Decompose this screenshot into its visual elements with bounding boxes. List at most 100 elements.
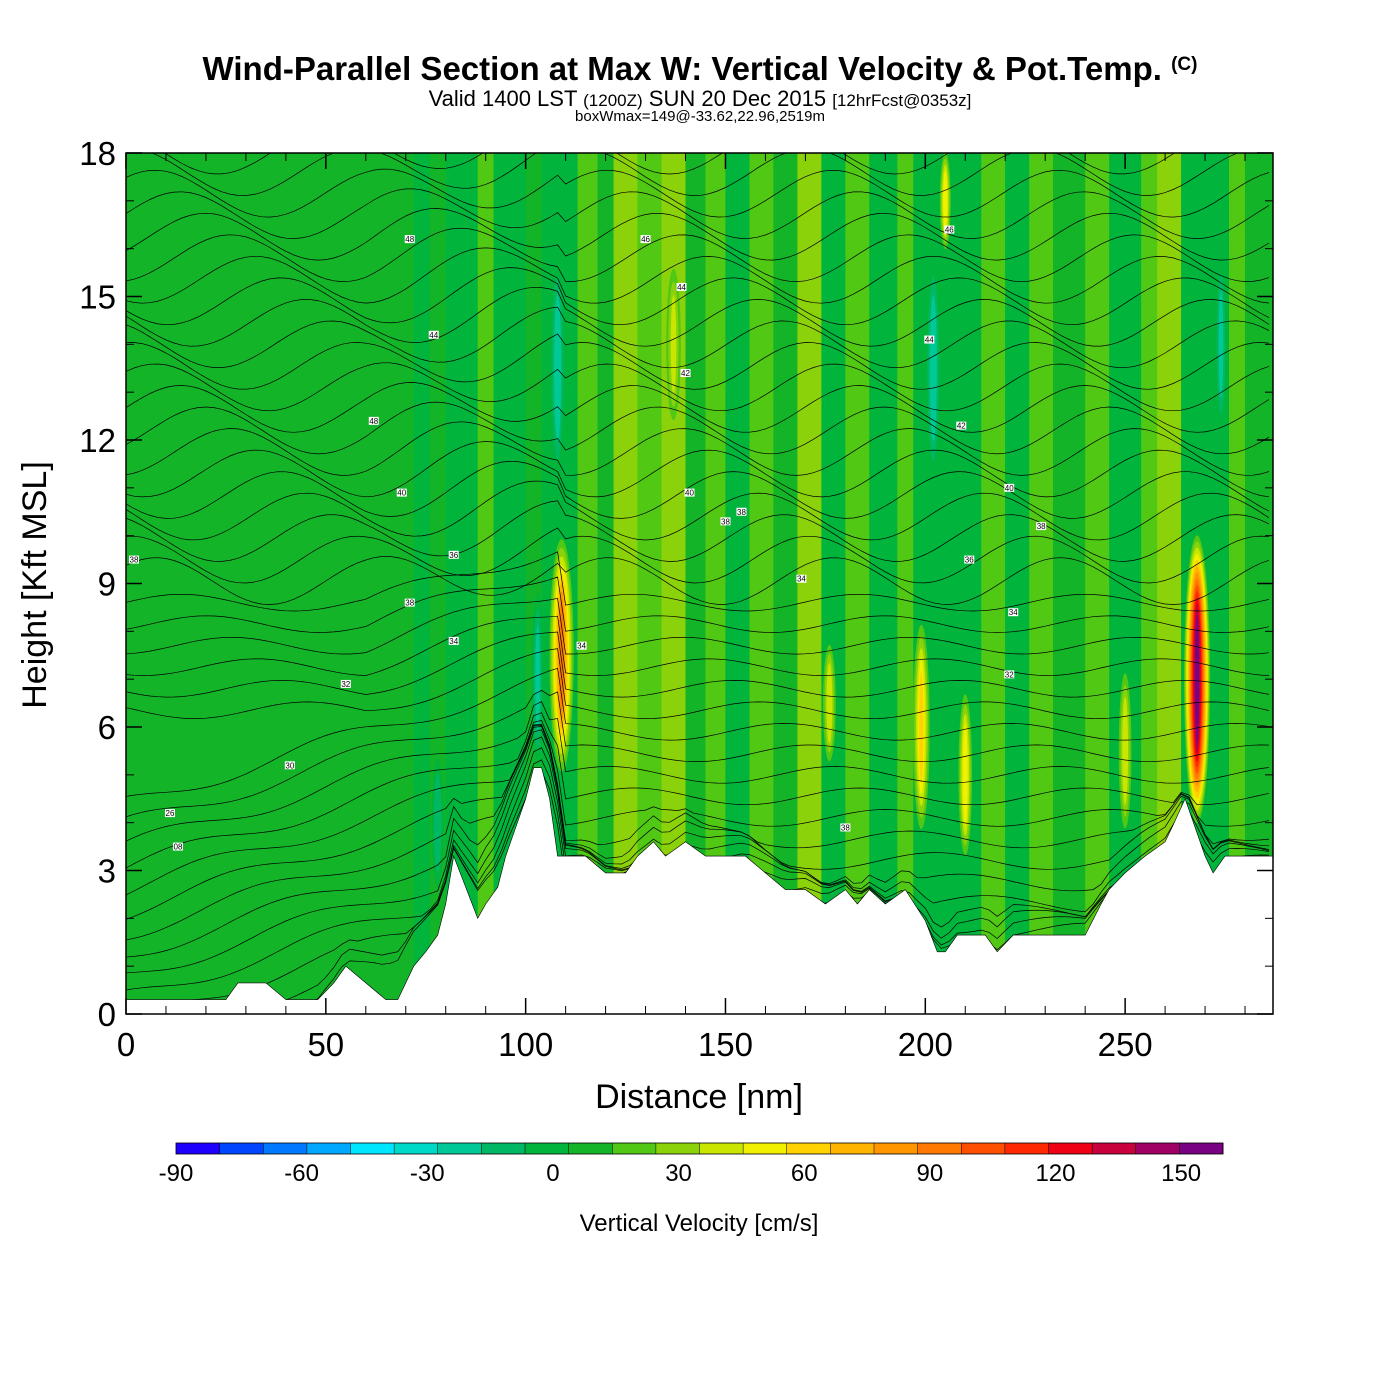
contour-label-text: 46 bbox=[945, 226, 954, 235]
copyright-mark: (C) bbox=[1171, 54, 1198, 75]
contour-label-bg bbox=[676, 282, 687, 291]
theta-contour-line bbox=[126, 306, 1270, 369]
contour-label-text: 32 bbox=[1005, 670, 1014, 679]
colorbar-swatch bbox=[917, 1143, 962, 1154]
contour-label-text: 48 bbox=[405, 235, 414, 244]
theta-contour-line bbox=[126, 712, 1270, 869]
contour-label-bg bbox=[680, 369, 691, 378]
theta-contour-line bbox=[126, 401, 1270, 455]
colorbar-swatch bbox=[743, 1143, 788, 1154]
contour-label-text: 36 bbox=[965, 556, 974, 565]
theta-contour-line bbox=[126, 556, 1270, 605]
contour-label-bg bbox=[1004, 670, 1015, 679]
theta-contour-label: 42 bbox=[956, 421, 967, 431]
contour-label-text: 48 bbox=[369, 417, 378, 426]
colorbar-swatch bbox=[1179, 1143, 1224, 1154]
contour-label-text: 42 bbox=[681, 369, 690, 378]
contour-label-bg bbox=[1036, 522, 1047, 531]
theta-contour-label: 40 bbox=[1004, 483, 1015, 493]
theta-contour-label: 34 bbox=[576, 641, 587, 651]
contour-label-text: 38 bbox=[130, 556, 139, 565]
y-tick-label: 6 bbox=[98, 709, 116, 746]
contour-label-bg bbox=[956, 421, 967, 430]
theta-contour-line bbox=[126, 460, 1270, 519]
contour-label-bg bbox=[736, 507, 747, 516]
theta-contour-label: 38 bbox=[840, 823, 851, 832]
chart-title: Wind-Parallel Section at Max W: Vertical… bbox=[0, 50, 1400, 88]
contour-label-bg bbox=[368, 416, 379, 425]
theta-contour-label: 46 bbox=[640, 235, 651, 244]
theta-contour-line bbox=[126, 267, 1270, 326]
forecast-info: [12hrFcst@0353z] bbox=[832, 91, 972, 110]
colorbar-swatch bbox=[612, 1143, 657, 1154]
colorbar-swatch bbox=[1048, 1143, 1093, 1154]
y-tick-label: 0 bbox=[98, 996, 116, 1033]
colorbar-swatch bbox=[394, 1143, 439, 1154]
contour-label-text: 44 bbox=[677, 283, 686, 292]
theta-contour-label: 32 bbox=[1004, 670, 1015, 679]
shading-band bbox=[126, 153, 398, 1014]
theta-contour-label: 30 bbox=[284, 761, 295, 770]
updraft-core bbox=[1194, 615, 1200, 743]
contour-label-bg bbox=[164, 809, 175, 818]
x-tick-label: 0 bbox=[117, 1026, 135, 1063]
shading-band bbox=[613, 153, 638, 1014]
contour-label-text: 34 bbox=[797, 575, 806, 584]
contour-label-bg bbox=[840, 823, 851, 832]
theta-contour-label: 36 bbox=[964, 555, 975, 565]
theta-contour-label: 26 bbox=[164, 809, 175, 818]
colorbar-tick-label: 120 bbox=[1035, 1160, 1075, 1187]
contour-label-bg bbox=[720, 517, 731, 526]
valid-utc: (1200Z) bbox=[583, 91, 643, 110]
contour-label-bg bbox=[1008, 608, 1019, 617]
shading-band bbox=[705, 153, 726, 1014]
shading-band bbox=[869, 153, 898, 1014]
theta-contour-label: 38 bbox=[1036, 522, 1047, 531]
colorbar-swatch bbox=[786, 1143, 831, 1154]
plot-area: 38 26 08 30 32 48 40 38 48 44 36 34 34 46 44 42 40 38 38 34… bbox=[126, 153, 1273, 1014]
contour-label-bg bbox=[284, 761, 295, 770]
shading-band bbox=[1157, 153, 1182, 1014]
x-tick-label: 100 bbox=[498, 1026, 553, 1063]
theta-contour-line bbox=[126, 500, 1270, 562]
contour-label-text: 32 bbox=[341, 680, 350, 689]
contour-label-bg bbox=[404, 598, 415, 607]
contour-label-text: 40 bbox=[397, 489, 406, 498]
contour-label-text: 42 bbox=[957, 422, 966, 431]
colorbar-swatch bbox=[525, 1143, 570, 1154]
colorbar-swatch bbox=[961, 1143, 1006, 1154]
theta-contour-line bbox=[126, 362, 1270, 412]
colorbar-swatch bbox=[568, 1143, 613, 1154]
x-tick-label: 200 bbox=[898, 1026, 953, 1063]
x-tick-label: 150 bbox=[698, 1026, 753, 1063]
colorbar-label: Vertical Velocity [cm/s] bbox=[580, 1210, 819, 1237]
theta-contour-line bbox=[126, 725, 1270, 941]
shading-band bbox=[597, 153, 614, 1014]
downdraft-core bbox=[433, 772, 442, 873]
x-tick-label: 50 bbox=[307, 1026, 344, 1063]
theta-contour-line bbox=[126, 726, 1270, 958]
theta-contour-line bbox=[126, 188, 1270, 239]
theta-contour-line bbox=[126, 615, 1270, 676]
colorbar-swatch bbox=[176, 1143, 221, 1154]
shading-band bbox=[637, 153, 662, 1014]
contour-label-bg bbox=[640, 235, 651, 244]
valid-time: Valid 1400 LST bbox=[428, 86, 577, 111]
colorbar-swatch bbox=[874, 1143, 919, 1154]
theta-contour-line bbox=[126, 480, 1270, 541]
contour-label-text: 38 bbox=[841, 823, 850, 832]
theta-contour-label: 36 bbox=[448, 550, 459, 560]
contour-label-text: 38 bbox=[405, 599, 414, 608]
theta-contour-line bbox=[126, 719, 1270, 896]
y-tick-label: 15 bbox=[79, 279, 116, 316]
theta-contour-line bbox=[126, 168, 1270, 218]
velocity-shading bbox=[126, 153, 1273, 1014]
theta-contour-line bbox=[126, 689, 1270, 818]
theta-contour-line bbox=[126, 729, 1270, 974]
y-axis-label: Height [Kft MSL] bbox=[16, 461, 54, 709]
valid-date: SUN 20 Dec 2015 bbox=[648, 86, 827, 111]
colorbar-swatch bbox=[655, 1143, 700, 1154]
theta-contour-label: 34 bbox=[796, 574, 807, 584]
theta-contour-label: 34 bbox=[448, 636, 459, 646]
